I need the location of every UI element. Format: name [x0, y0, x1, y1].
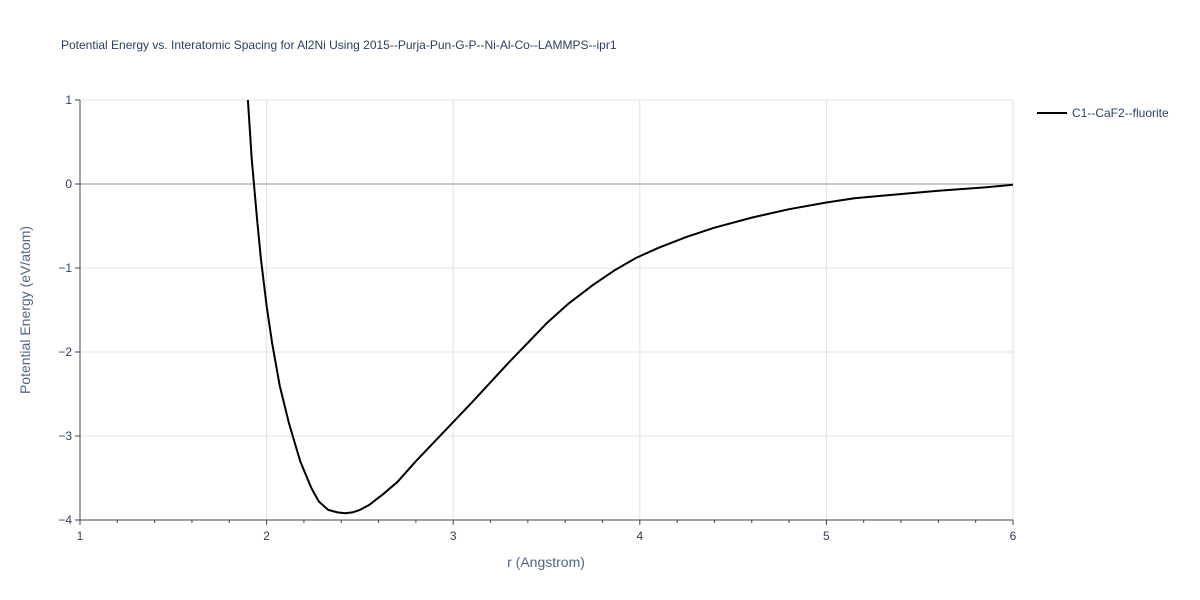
legend[interactable]: C1--CaF2--fluorite [1037, 106, 1169, 120]
x-tick-label: 1 [77, 529, 84, 543]
series-line [246, 99, 1014, 515]
y-tick-label: 0 [65, 177, 72, 191]
x-tick-label: 3 [450, 529, 457, 543]
chart-title: Potential Energy vs. Interatomic Spacing… [61, 38, 617, 52]
x-tick-label: 2 [263, 529, 270, 543]
y-tick-label: 1 [65, 93, 72, 107]
y-tick-label: −2 [58, 345, 72, 359]
x-tick-label: 4 [636, 529, 643, 543]
y-axis-label: Potential Energy (eV/atom) [17, 225, 33, 395]
x-axis-label: r (Angstrom) [507, 554, 585, 570]
y-tick-label: −4 [58, 513, 72, 527]
x-tick-label: 6 [1010, 529, 1017, 543]
y-tick-label: −3 [58, 429, 72, 443]
legend-swatch [1037, 112, 1067, 114]
x-tick-label: 5 [823, 529, 830, 543]
y-tick-label: −1 [58, 261, 72, 275]
legend-label: C1--CaF2--fluorite [1072, 106, 1169, 120]
